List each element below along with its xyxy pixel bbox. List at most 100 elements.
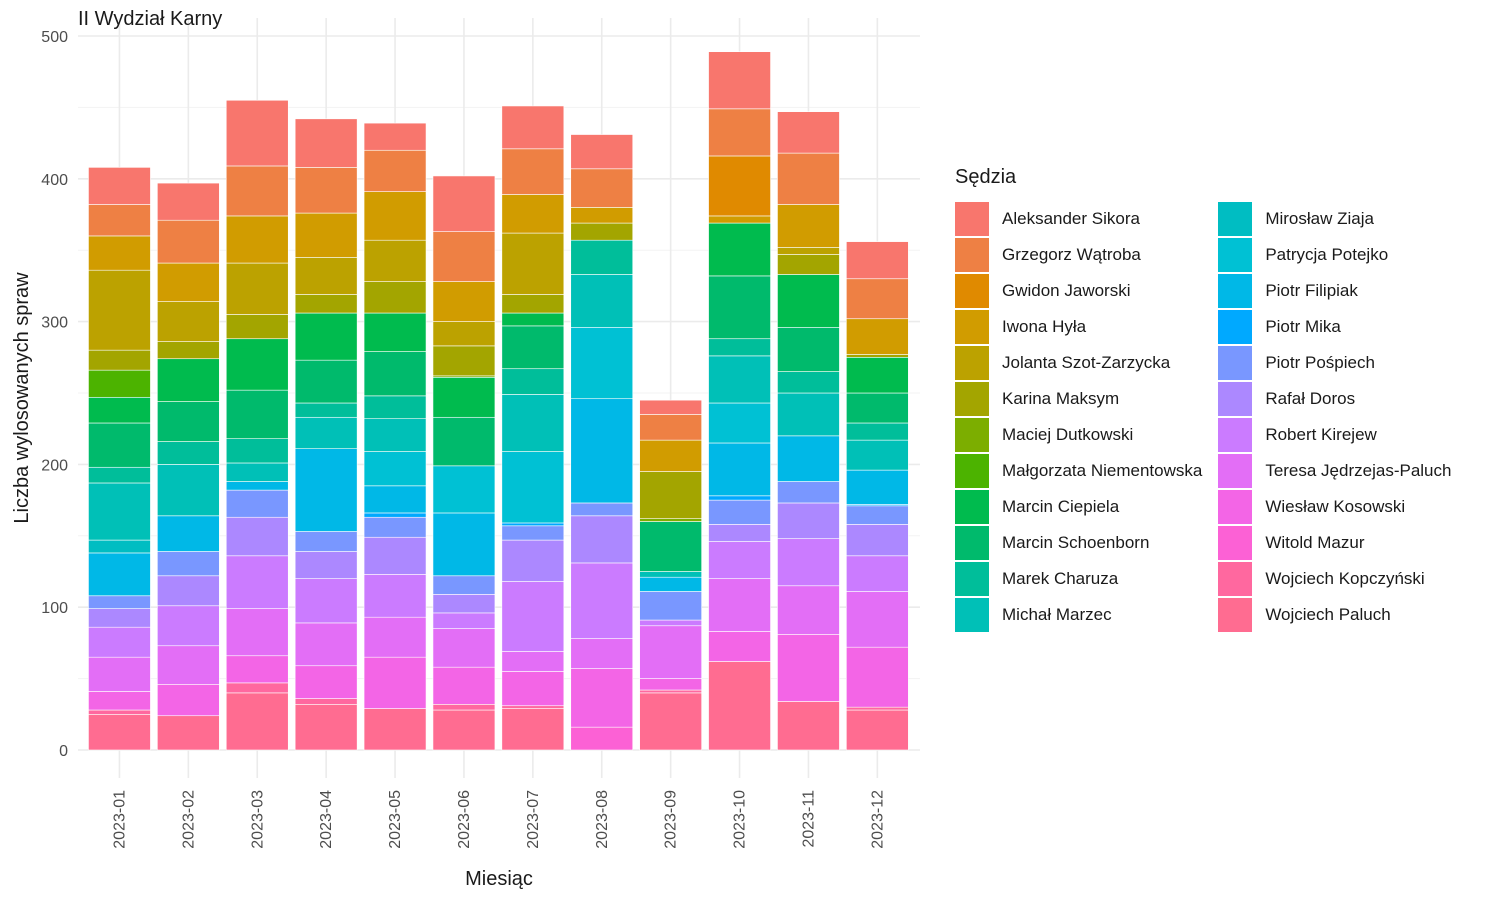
x-tick-label: 2023-06 [456, 790, 473, 849]
legend-item: Piotr Mika [1218, 309, 1451, 345]
bar-segment [363, 574, 427, 618]
bar-segment [363, 708, 427, 751]
bar-segment [777, 254, 840, 275]
bar-segment [708, 631, 771, 662]
legend-label: Jolanta Szot-Zarzycka [1002, 353, 1171, 372]
chart-title: II Wydział Karny [78, 8, 223, 30]
legend-swatch [955, 382, 989, 416]
bar-segment [225, 389, 289, 439]
legend-swatch [955, 202, 989, 236]
legend-item: Patrycja Potejko [1218, 237, 1451, 273]
bar-segment [777, 481, 840, 504]
bar-segment [639, 689, 702, 694]
bar-segment [432, 416, 496, 467]
legend-label: Małgorzata Niementowska [1002, 461, 1203, 480]
bar-segment [157, 358, 220, 402]
bar-segment [88, 466, 151, 484]
legend-item: Witold Mazur [1218, 525, 1451, 561]
bar-segment [501, 294, 565, 314]
bar-segment [639, 625, 702, 679]
bar-segment [294, 294, 358, 314]
bar-segment [363, 191, 427, 241]
legend-label: Iwona Hyła [1002, 317, 1087, 336]
bar-stack [294, 118, 358, 751]
bar-segment [363, 616, 427, 658]
bar-segment [432, 512, 496, 577]
legend-item: Wojciech Kopczyński [1218, 561, 1451, 597]
bar-segment [225, 215, 289, 264]
bar-segment [88, 552, 151, 597]
legend-swatch [1218, 418, 1253, 452]
bar-segment [846, 524, 909, 557]
bar-segment [708, 578, 771, 632]
bar-stack [363, 122, 427, 751]
legend-swatch [1218, 202, 1253, 236]
bar-stack [708, 51, 771, 751]
bar-segment [88, 167, 151, 205]
bar-segment [501, 651, 565, 672]
legend-label: Rafał Doros [1265, 389, 1356, 408]
bar-segment [88, 269, 151, 351]
bar-segment [570, 274, 634, 328]
bar-segment [777, 634, 840, 702]
bar-segment [708, 402, 771, 444]
bar-segment [225, 314, 289, 340]
bar-segment [777, 371, 840, 394]
bar-segment [777, 111, 840, 154]
bar-segment [88, 595, 151, 609]
legend-item: Wiesław Kosowski [1218, 489, 1451, 525]
legend-label: Marek Charuza [1002, 569, 1119, 588]
legend-columns: Aleksander Sikora Grzegorz Wątroba Gwidon … [955, 201, 1451, 633]
legend-item: Jolanta Szot-Zarzycka [955, 345, 1202, 381]
bar-segment [639, 692, 702, 751]
bar-segment [501, 581, 565, 652]
bar-segment [157, 551, 220, 577]
legend-swatch [1218, 310, 1253, 344]
bar-segment [157, 401, 220, 442]
bar-segment [157, 219, 220, 264]
y-tick-label: 400 [41, 172, 68, 189]
bar-segment [570, 134, 634, 170]
legend-column: Aleksander Sikora Grzegorz Wątroba Gwidon … [955, 201, 1202, 633]
bar-segment [639, 571, 702, 578]
bar-segment [570, 327, 634, 400]
legend-label: Gwidon Jaworski [1002, 281, 1131, 300]
bar-segment [570, 726, 634, 751]
legend: Sędzia Aleksander Sikora Grzegorz Wątroba… [955, 166, 1451, 633]
legend-swatch [955, 490, 989, 524]
bar-segment [88, 713, 151, 751]
bar-segment [157, 715, 220, 751]
legend-swatch [955, 310, 989, 344]
legend-item: Wojciech Paluch [1218, 597, 1451, 633]
legend-swatch [1218, 490, 1253, 524]
bar-segment [570, 398, 634, 504]
bar-segment [88, 691, 151, 711]
bar-stack [639, 399, 702, 751]
x-tick-label: 2023-04 [318, 790, 335, 849]
bar-segment [639, 414, 702, 441]
bar-segment [501, 671, 565, 707]
bar-segment [846, 555, 909, 592]
legend-label: Marcin Ciepiela [1002, 497, 1120, 516]
bar-segment [708, 524, 771, 542]
bar-segment [363, 149, 427, 192]
bar-segment [708, 661, 771, 751]
bar-segment [225, 608, 289, 657]
bar-segment [157, 684, 220, 717]
legend-swatch [955, 526, 989, 560]
legend-label: Mirosław Ziaja [1265, 209, 1374, 228]
bar-segment [432, 231, 496, 282]
legend-item: Rafał Doros [1218, 381, 1451, 417]
bar-segment [432, 376, 496, 418]
legend-item: Karina Maksym [955, 381, 1202, 417]
bar-segment [708, 442, 771, 497]
bar-segment [639, 521, 702, 572]
bar-segment [157, 464, 220, 517]
legend-item: Maciej Dutkowski [955, 417, 1202, 453]
bar-segment [88, 626, 151, 658]
bar-segment [639, 576, 702, 592]
bar-segment [708, 108, 771, 157]
bar-segment [432, 575, 496, 595]
bar-segment [363, 536, 427, 575]
